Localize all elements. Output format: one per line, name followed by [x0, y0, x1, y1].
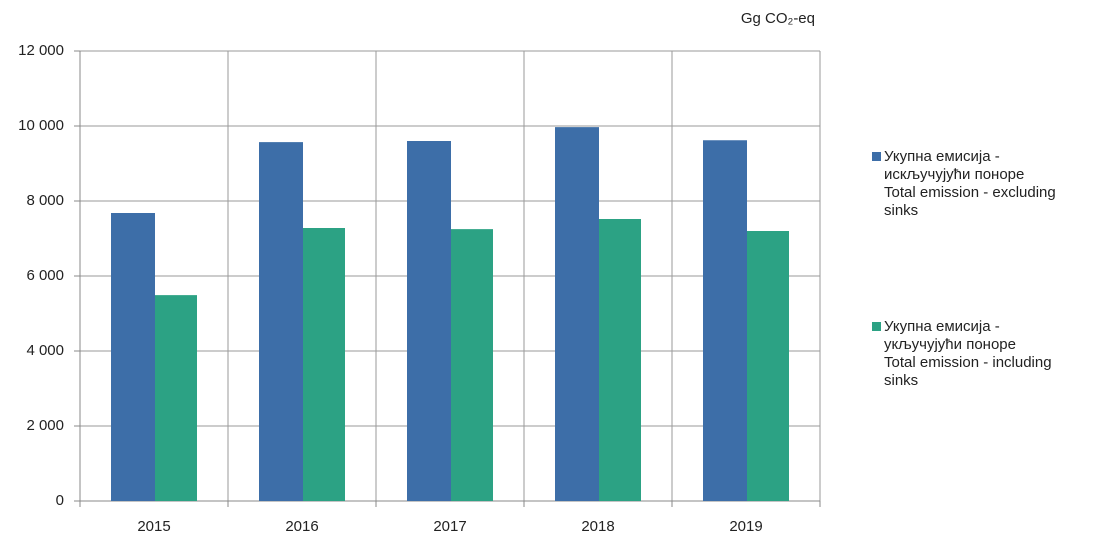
y-tick-label: 8 000: [26, 192, 64, 209]
y-tick-label: 0: [56, 492, 64, 509]
x-tick-label: 2015: [137, 518, 170, 535]
x-tick-label: 2016: [285, 518, 318, 535]
bar: [407, 141, 451, 501]
bar: [155, 295, 197, 501]
bar: [111, 213, 155, 501]
y-tick-label: 4 000: [26, 342, 64, 359]
x-tick-label: 2017: [433, 518, 466, 535]
legend-label: Укупна емисија - укључујући поноре Total…: [884, 318, 1052, 389]
x-tick-label: 2019: [729, 518, 762, 535]
bar: [259, 142, 303, 501]
y-tick-label: 6 000: [26, 267, 64, 284]
y-tick-label: 12 000: [18, 42, 64, 59]
y-tick-label: 10 000: [18, 117, 64, 134]
legend-label: Укупна емисија - искључујући поноре Tota…: [884, 148, 1056, 219]
y-tick-label: 2 000: [26, 417, 64, 434]
bar: [747, 231, 789, 501]
bar: [451, 229, 493, 501]
bar: [555, 127, 599, 501]
bar: [599, 219, 641, 501]
legend-swatch: [872, 152, 881, 161]
bar: [303, 228, 345, 501]
bar: [703, 140, 747, 501]
unit-label: Gg CO₂-eq: [741, 10, 815, 27]
legend-swatch: [872, 322, 881, 331]
x-tick-label: 2018: [581, 518, 614, 535]
